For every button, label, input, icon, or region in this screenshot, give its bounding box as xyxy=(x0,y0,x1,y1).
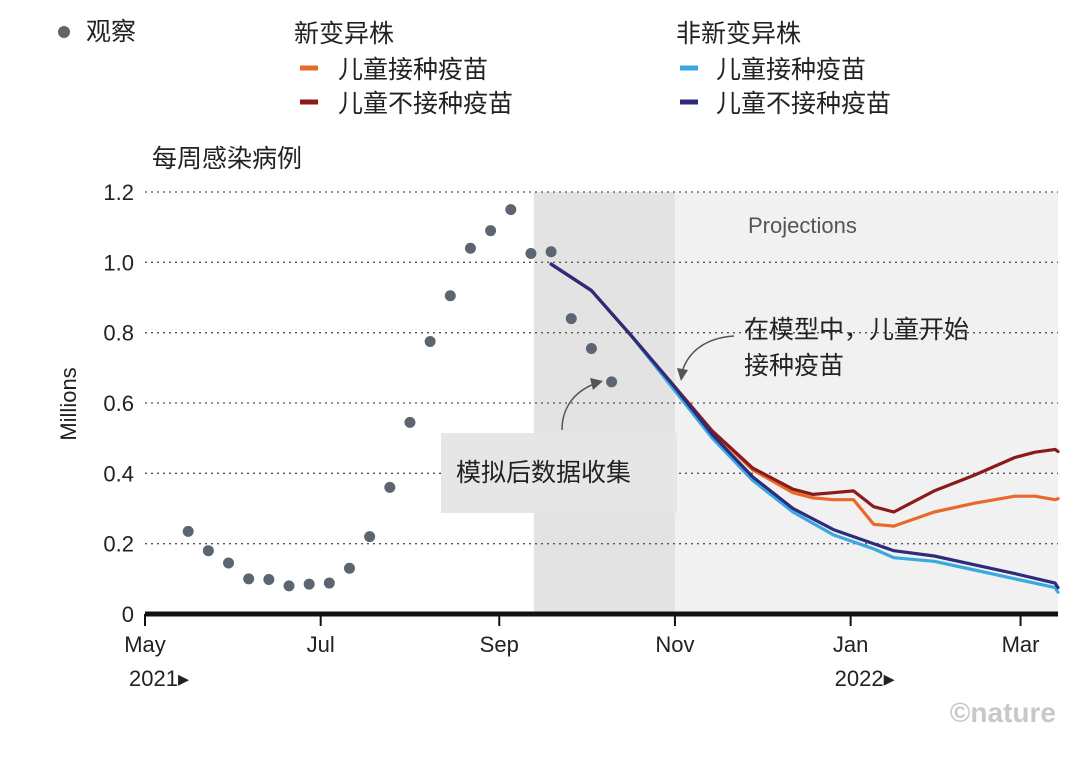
observed-point xyxy=(444,290,456,302)
year-labels: 2021▸ 2022▸ xyxy=(129,666,895,691)
observed-point xyxy=(525,248,537,260)
y-tick-label: 0.8 xyxy=(103,321,134,346)
observed-point xyxy=(182,525,194,537)
y-axis-label: Millions xyxy=(56,367,81,440)
observed-point xyxy=(263,574,275,586)
x-tick-labels: May Jul Sep Nov Jan Mar xyxy=(124,614,1040,657)
legend-group2-unvaccinated-label: 儿童不接种疫苗 xyxy=(716,89,891,118)
y-tick-labels: 0 0.2 0.4 0.6 0.8 1.0 1.2 xyxy=(103,180,134,627)
legend: 观察 新变异株 儿童接种疫苗 儿童不接种疫苗 非新变异株 儿童接种疫苗 儿童不接… xyxy=(58,17,891,118)
observed-point xyxy=(343,562,355,574)
observed-point xyxy=(505,204,517,216)
observed-point xyxy=(404,416,416,428)
legend-group1-title: 新变异株 xyxy=(294,19,394,48)
observed-point xyxy=(565,313,577,325)
x-tick-label: Nov xyxy=(655,632,694,657)
y-tick-label: 0.6 xyxy=(103,391,134,416)
x-tick-label: Sep xyxy=(480,632,519,657)
y-tick-label: 0.2 xyxy=(103,532,134,557)
observed-point xyxy=(485,225,497,237)
year-label: 2021▸ xyxy=(129,666,189,691)
observed-point xyxy=(303,578,315,590)
y-tick-label: 0.4 xyxy=(103,461,134,486)
annotation-box xyxy=(441,433,677,513)
x-tick-label: Jan xyxy=(833,632,868,657)
observed-point xyxy=(202,545,214,557)
y-tick-label: 1.0 xyxy=(103,250,134,275)
projections-label: Projections xyxy=(748,213,857,238)
year-label: 2022▸ xyxy=(835,666,895,691)
annotation-data-collection: 模拟后数据收集 xyxy=(456,458,631,487)
observed-point xyxy=(323,577,335,589)
shaded-region-data-collection xyxy=(533,192,675,614)
observed-point xyxy=(464,242,476,254)
observed-points xyxy=(182,204,618,592)
x-tick-label: May xyxy=(124,632,166,657)
observed-point xyxy=(424,335,436,347)
observed-point xyxy=(223,557,235,569)
legend-group1-vaccinated-label: 儿童接种疫苗 xyxy=(338,55,488,84)
annotation-arrow-data-head xyxy=(590,378,603,390)
observed-point xyxy=(545,246,557,258)
annotation-arrow-vaccination-head xyxy=(677,368,688,381)
x-tick-label: Jul xyxy=(307,632,335,657)
y-tick-label: 0 xyxy=(122,602,134,627)
legend-group2-vaccinated-label: 儿童接种疫苗 xyxy=(716,55,866,84)
annotation-vaccination-line2: 接种疫苗 xyxy=(744,351,844,380)
annotation-arrow-data xyxy=(561,383,595,431)
observed-point xyxy=(606,376,618,388)
legend-group2-title: 非新变异株 xyxy=(676,19,801,48)
observed-point xyxy=(243,573,255,585)
series-lines xyxy=(549,262,1060,594)
annotation-arrow-vaccination xyxy=(681,335,735,373)
annotation-vaccination-line1: 在模型中，儿童开始 xyxy=(744,315,969,344)
observed-point xyxy=(585,342,597,354)
observed-point xyxy=(283,580,295,592)
x-tick-label: Mar xyxy=(1002,632,1040,657)
observed-point xyxy=(364,531,376,543)
series-line xyxy=(549,262,1060,590)
y-axis-top-label: 每周感染病例 xyxy=(152,144,302,173)
nature-credit: ©nature xyxy=(950,697,1056,728)
y-tick-label: 1.2 xyxy=(103,180,134,205)
legend-group1-unvaccinated-label: 儿童不接种疫苗 xyxy=(338,89,513,118)
legend-observed-label: 观察 xyxy=(86,17,136,46)
observed-point xyxy=(384,481,396,493)
legend-observed-marker xyxy=(58,26,70,38)
